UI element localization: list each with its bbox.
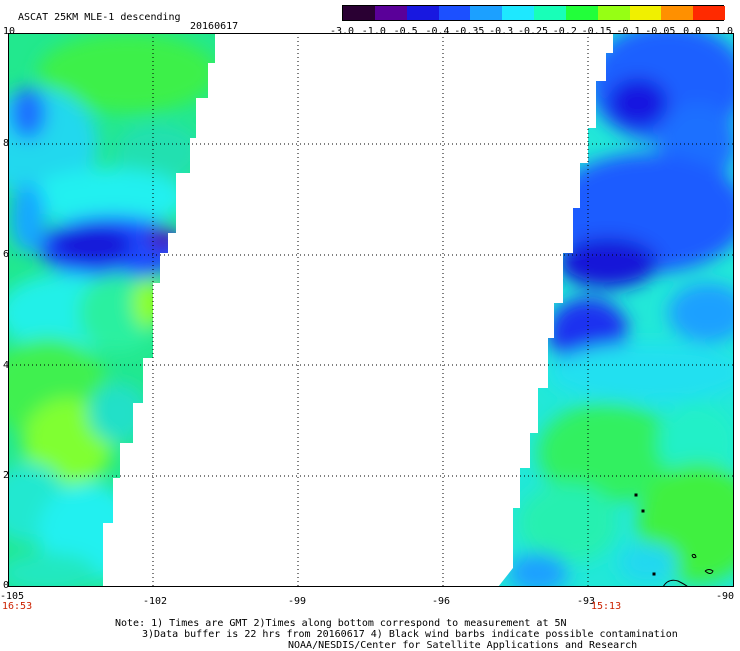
color-scale-label: -0.4: [425, 26, 450, 37]
coastline: [634, 493, 714, 588]
color-scale-segment: [629, 6, 662, 20]
color-scale-label: -0.2: [552, 26, 577, 37]
note-line-1: Note: 1) Times are GMT 2)Times along bot…: [115, 618, 567, 629]
lat-lon-grid: [8, 33, 734, 587]
color-scale-label: 0.0: [683, 26, 702, 37]
left-swath: [8, 33, 215, 587]
color-scale-segment: [693, 6, 726, 20]
lat-tick-2: 2: [3, 470, 10, 481]
color-scale-segment: [438, 6, 471, 20]
color-scale-label: -1.0: [361, 26, 386, 37]
lon-tick-90: -90: [716, 591, 735, 602]
lon-tick-102: -102: [143, 596, 168, 607]
color-scale-bar: [342, 5, 726, 21]
map-border: [8, 33, 734, 587]
swath-plot: [8, 33, 734, 588]
map-panel: [8, 33, 734, 588]
color-scale-segment: [343, 6, 376, 20]
lat-tick-8: 8: [3, 138, 10, 149]
color-scale-segment: [565, 6, 599, 20]
lat-tick-6: 6: [3, 249, 10, 260]
color-scale-label: -0.3: [489, 26, 514, 37]
note-line-3: NOAA/NESDIS/Center for Satellite Applica…: [288, 640, 638, 651]
color-scale-segment: [406, 6, 439, 20]
color-scale-label: -0.35: [454, 26, 485, 37]
time-label-right: 15:13: [591, 601, 622, 612]
color-scale-label: -0.25: [517, 26, 549, 37]
time-label-left: 16:53: [2, 601, 33, 612]
color-scale-segment: [374, 6, 408, 20]
color-scale-segment: [470, 6, 503, 20]
lat-tick-0: 0: [3, 580, 10, 591]
color-scale-label: -0.5: [393, 26, 418, 37]
color-scale-segment: [661, 6, 694, 20]
note-line-2: 3)Data buffer is 22 hrs from 20160617 4)…: [142, 629, 678, 640]
lon-tick-93: -93: [577, 596, 596, 607]
lat-tick-10: 10: [3, 26, 16, 37]
lon-tick-96: -96: [432, 596, 451, 607]
lat-tick-4: 4: [3, 360, 10, 371]
lon-tick-99: -99: [288, 596, 307, 607]
lon-tick-105: -105: [0, 591, 25, 602]
color-scale-label: -0.15: [581, 26, 612, 37]
color-scale-segment: [534, 6, 567, 20]
map-date: 20160617: [190, 21, 239, 32]
color-scale-label: -3.0: [329, 26, 355, 37]
right-swath: [498, 33, 734, 587]
color-scale-segment: [502, 6, 535, 20]
color-scale-segment: [597, 6, 630, 20]
color-scale-label: -0.05: [645, 26, 676, 37]
color-scale-label: -0.1: [616, 26, 641, 37]
color-scale-label: 1.0: [714, 26, 734, 37]
map-title: ASCAT 25KM MLE-1 descending: [18, 12, 181, 23]
